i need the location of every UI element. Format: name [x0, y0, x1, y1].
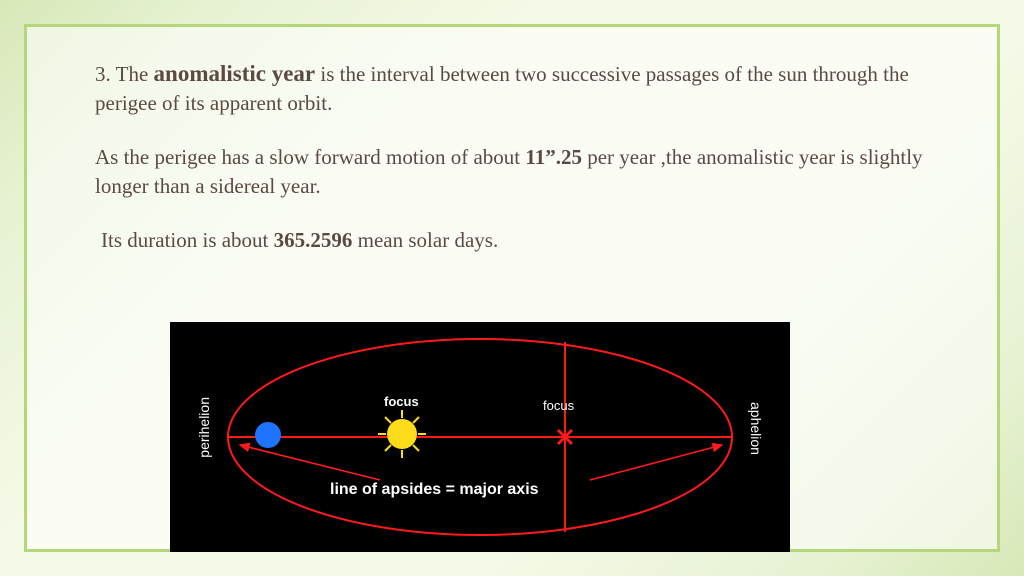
- aphelion-label: aphelion: [748, 402, 764, 455]
- sun-body: [387, 419, 417, 449]
- paragraph-2: As the perigee has a slow forward motion…: [95, 143, 929, 200]
- arrow-aphelion: [590, 445, 722, 480]
- orbit-diagram: perihelion aphelion focus focus line of …: [170, 322, 790, 552]
- p3-value: 365.2596: [274, 228, 353, 252]
- perihelion-label: perihelion: [196, 397, 212, 458]
- focus1-label: focus: [384, 394, 419, 409]
- paragraph-3: Its duration is about 365.2596 mean sola…: [101, 226, 929, 254]
- p1-a: 3. The: [95, 62, 154, 86]
- p2-value: 11”.25: [525, 145, 582, 169]
- paragraph-1: 3. The anomalistic year is the interval …: [95, 58, 929, 117]
- focus2-label: focus: [543, 398, 574, 413]
- slide-content: 3. The anomalistic year is the interval …: [95, 58, 929, 262]
- arrow-perihelion: [240, 445, 380, 480]
- p1-term: anomalistic year: [154, 61, 316, 86]
- p2-a: As the perigee has a slow forward motion…: [95, 145, 525, 169]
- apsides-label: line of apsides = major axis: [330, 481, 539, 499]
- p3-a: Its duration is about: [101, 228, 274, 252]
- planet-icon: [255, 422, 281, 448]
- p3-b: mean solar days.: [352, 228, 498, 252]
- orbit-svg: [170, 322, 790, 552]
